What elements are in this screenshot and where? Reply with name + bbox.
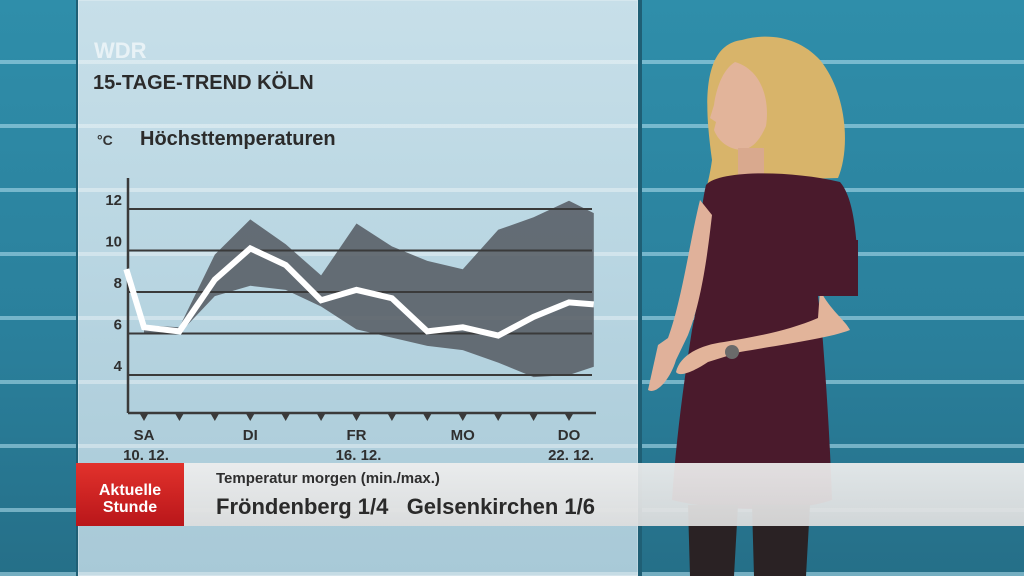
y-tick-label-8: 8: [114, 275, 122, 292]
x-tick-mark: [210, 414, 219, 421]
y-tick-label-6: 6: [114, 317, 122, 334]
y-tick-label-12: 12: [105, 192, 122, 209]
ticker-value: Fröndenberg 1/4 Gelsenkirchen 1/6: [216, 494, 596, 519]
y-tick-label-4: 4: [114, 358, 123, 375]
x-tick-mark: [565, 414, 573, 421]
x-tick-label: FR: [347, 427, 367, 444]
chart-title: Höchsttemperaturen: [140, 128, 336, 150]
presenter-sleeve: [812, 240, 858, 296]
presenter-arm-left: [648, 200, 712, 391]
y-tick-label-10: 10: [105, 234, 122, 251]
x-tick-mark: [423, 414, 432, 421]
x-tick-label: DO: [558, 427, 581, 444]
x-tick-label: MO: [451, 427, 475, 444]
lower-third-bar: [76, 463, 1024, 526]
x-tick-mark: [352, 414, 361, 421]
presenter-arm-right: [676, 290, 850, 375]
page-title: 15-TAGE-TREND KÖLN: [93, 72, 314, 94]
x-tick-mark: [175, 414, 184, 421]
broadcaster-logo: WDR: [94, 38, 147, 63]
wall-divider-right: [638, 0, 642, 576]
x-tick-mark: [317, 414, 326, 421]
program-logo-line1: Aktuelle: [98, 482, 162, 499]
x-tick-label: 16. 12.: [336, 447, 382, 464]
x-tick-mark: [246, 414, 255, 421]
x-tick-mark: [529, 414, 538, 421]
program-logo-line2: Stunde: [102, 499, 158, 516]
x-tick-label: 22. 12.: [548, 447, 594, 464]
x-tick-label: 10. 12.: [123, 447, 169, 464]
x-tick-label: DI: [243, 427, 258, 444]
x-tick-label: SA: [134, 427, 155, 444]
ticker-label: Temperatur morgen (min./max.): [216, 470, 440, 487]
x-tick-mark: [281, 414, 290, 421]
x-tick-mark: [387, 414, 396, 421]
y-axis-unit: °C: [97, 132, 113, 148]
presenter-face: [710, 62, 767, 150]
program-logo: Aktuelle Stunde: [76, 463, 184, 526]
x-tick-mark: [458, 414, 467, 421]
program-logo-text: Aktuelle Stunde: [76, 482, 184, 516]
x-tick-mark: [140, 414, 148, 421]
x-tick-mark: [494, 414, 503, 421]
presenter-watch: [725, 345, 739, 359]
